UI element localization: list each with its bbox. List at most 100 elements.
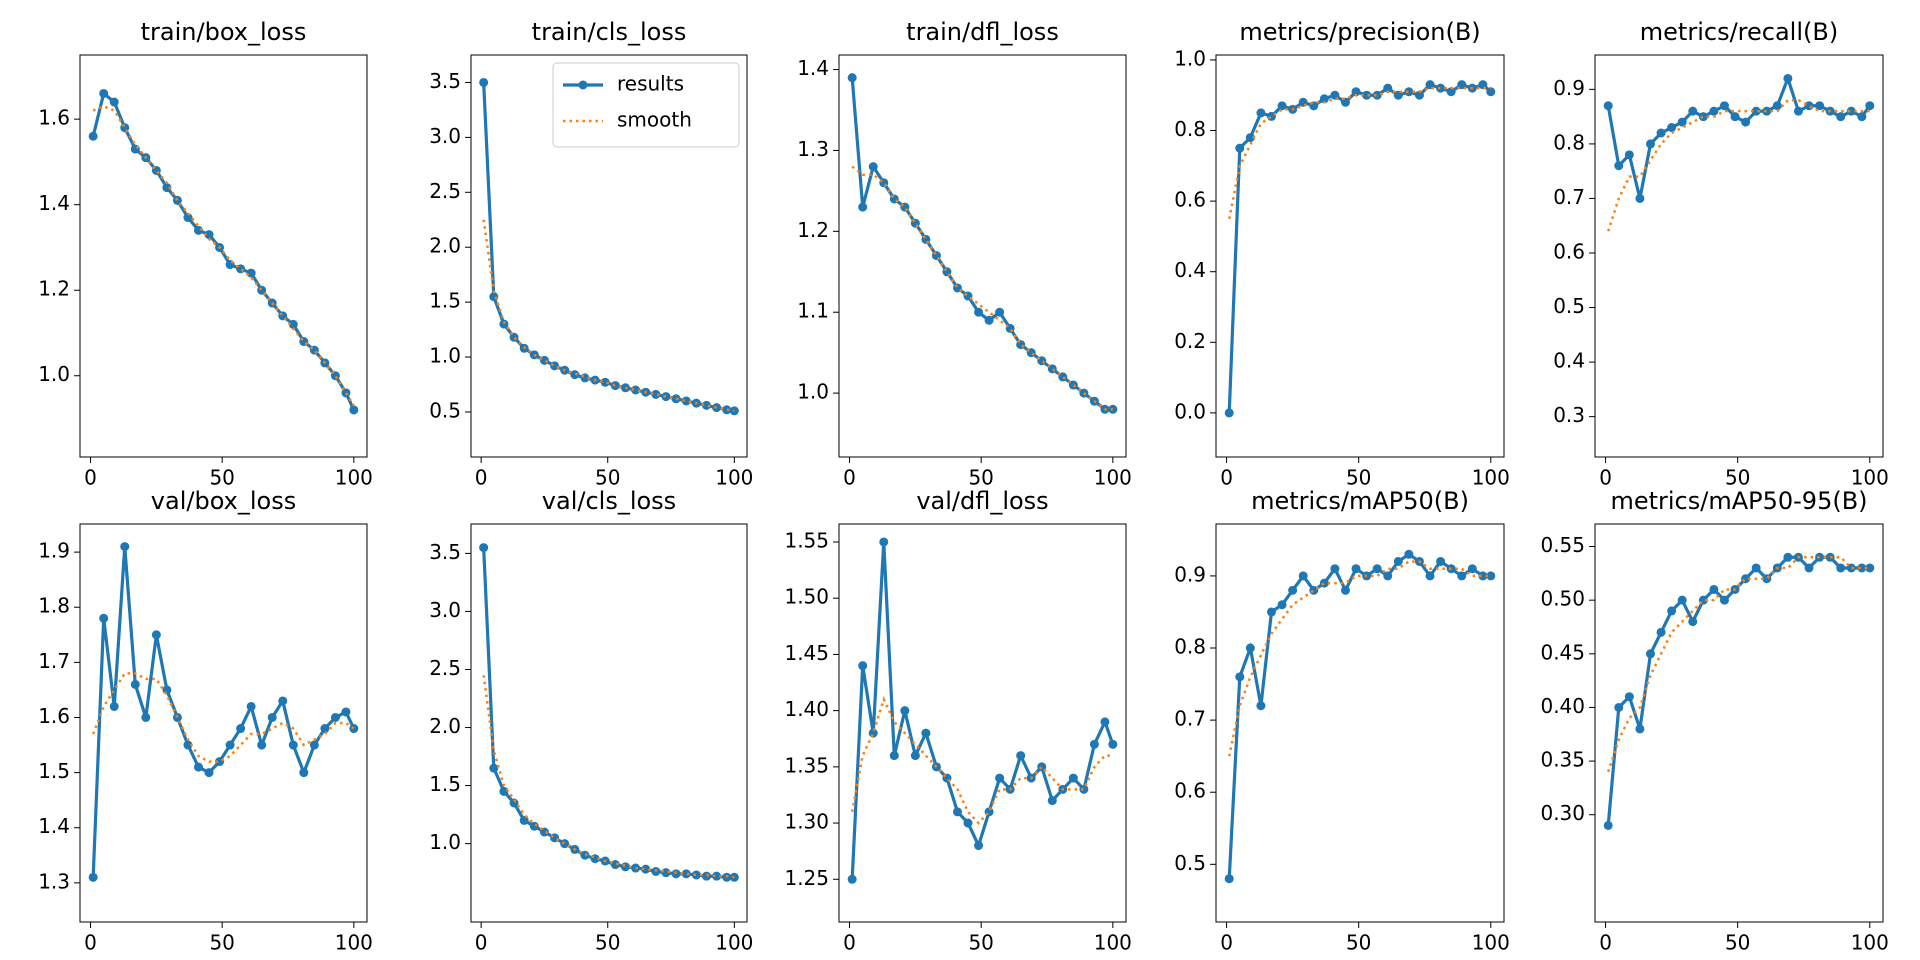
y-tick-label: 1.6: [38, 106, 70, 130]
y-tick-label: 0.2: [1174, 329, 1206, 353]
results-marker: [193, 225, 203, 235]
results-marker: [641, 864, 651, 874]
results-marker: [88, 131, 98, 141]
y-tick-label: 1.9: [38, 539, 70, 563]
results-marker: [1846, 106, 1856, 116]
subplot: 1.3 1.4 1.5 1.6 1.7 1.8 1.9 0 50 100 val/box_loss: [38, 487, 373, 955]
results-marker: [701, 400, 711, 410]
y-tick-label: 0.35: [1540, 748, 1585, 772]
chart-title: val/cls_loss: [542, 487, 676, 515]
plot-frame: [838, 54, 1127, 458]
results-marker: [1288, 585, 1298, 595]
results-marker: [1383, 83, 1393, 93]
y-tick-label: 0.8: [1174, 117, 1206, 141]
results-marker: [1108, 404, 1118, 414]
results-marker: [257, 285, 267, 295]
results-marker: [267, 712, 277, 722]
x-tick-label: 100: [1851, 466, 1889, 490]
results-marker: [1383, 571, 1393, 581]
results-marker: [858, 202, 868, 212]
x-tick-label: 100: [1472, 931, 1510, 955]
results-marker: [1362, 90, 1372, 100]
x-tick-label: 0: [84, 466, 97, 490]
y-tick-label: 0.7: [1553, 185, 1585, 209]
results-marker: [1235, 143, 1245, 153]
results-marker: [509, 332, 519, 342]
x-tick-label: 100: [335, 466, 373, 490]
results-marker: [1865, 101, 1875, 111]
results-marker: [341, 707, 351, 717]
results-marker: [1635, 193, 1645, 203]
results-marker: [1277, 101, 1287, 111]
results-marker: [529, 821, 539, 831]
y-tick-label: 0.0: [1174, 399, 1206, 423]
results-marker: [550, 361, 560, 371]
y-tick-label: 1.5: [429, 772, 461, 796]
results-marker: [162, 685, 172, 695]
x-tick-label: 50: [1346, 466, 1371, 490]
results-marker: [479, 543, 489, 553]
y-tick-label: 1.4: [38, 191, 70, 215]
results-marker: [88, 872, 98, 882]
results-marker: [1783, 73, 1793, 83]
y-tick-label: 1.8: [38, 594, 70, 618]
results-marker: [1266, 607, 1276, 617]
results-marker: [631, 385, 641, 395]
results-marker: [172, 712, 182, 722]
results-marker: [120, 542, 130, 552]
results-marker: [1108, 739, 1118, 749]
x-tick-label: 50: [209, 466, 234, 490]
y-tick-label: 0.55: [1540, 533, 1585, 557]
results-marker: [1730, 112, 1740, 122]
results-marker: [1016, 751, 1026, 761]
smooth-line: [92, 104, 355, 407]
results-marker: [1709, 106, 1719, 116]
results-marker: [600, 377, 610, 387]
results-marker: [921, 728, 931, 738]
plot-frame: [470, 54, 748, 458]
results-marker: [995, 773, 1005, 783]
x-tick-label: 50: [1725, 931, 1750, 955]
results-marker: [320, 724, 330, 734]
results-marker: [151, 630, 161, 640]
results-marker: [879, 537, 889, 547]
x-tick-label: 0: [475, 466, 488, 490]
results-marker: [889, 751, 899, 761]
legend: results smooth: [552, 62, 740, 148]
chart-title: train/box_loss: [141, 18, 307, 46]
results-marker: [183, 213, 193, 223]
chart-title: metrics/mAP50-95(B): [1610, 487, 1867, 515]
plot-frame: [79, 523, 368, 923]
results-marker: [257, 740, 267, 750]
results-marker: [479, 77, 489, 87]
results-marker: [1478, 80, 1488, 90]
x-tick-label: 50: [595, 931, 620, 955]
subplot: 0.5 1.0 1.5 2.0 2.5 3.0 3.5 0 50 100 train/cls_los…: [429, 18, 753, 490]
y-tick-label: 2.0: [429, 234, 461, 258]
results-marker: [1414, 90, 1424, 100]
y-tick-label: 1.30: [784, 810, 829, 834]
x-tick-label: 0: [1599, 931, 1612, 955]
plot-frame: [1594, 54, 1884, 458]
results-marker: [1783, 552, 1793, 562]
y-tick-label: 1.0: [1174, 46, 1206, 70]
y-tick-label: 1.3: [38, 869, 70, 893]
results-marker: [109, 97, 119, 107]
results-marker: [1446, 87, 1456, 97]
legend-marker: [578, 80, 588, 90]
plot-frame: [838, 523, 1127, 923]
results-marker: [1836, 563, 1846, 573]
y-tick-label: 0.50: [1540, 587, 1585, 611]
results-marker: [1603, 820, 1613, 830]
results-marker: [1393, 556, 1403, 566]
results-marker: [1068, 380, 1078, 390]
results-marker: [570, 370, 580, 380]
x-tick-label: 50: [595, 466, 620, 490]
legend-label: smooth: [617, 108, 692, 132]
results-marker: [1100, 717, 1110, 727]
y-tick-label: 3.5: [429, 69, 461, 93]
results-marker: [288, 319, 298, 329]
results-marker: [1719, 595, 1729, 605]
x-tick-label: 100: [1094, 466, 1132, 490]
